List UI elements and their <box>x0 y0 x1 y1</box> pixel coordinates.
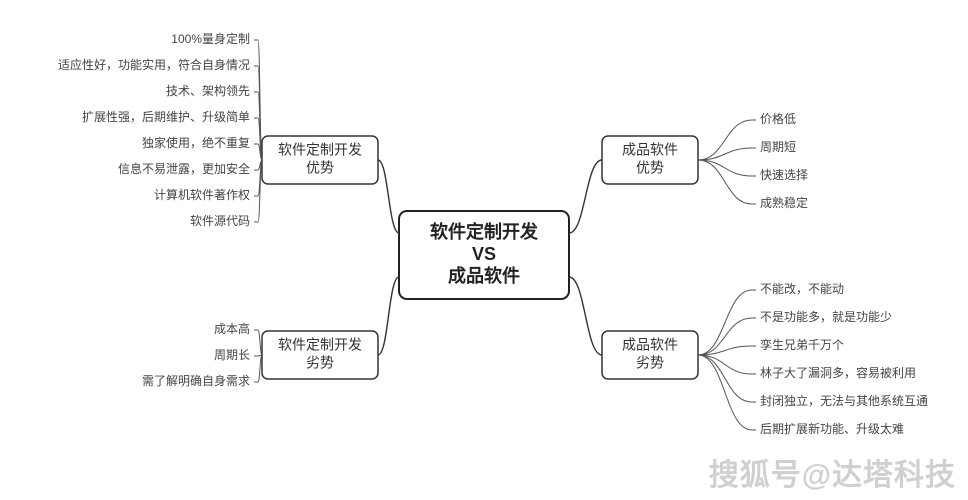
leaf-edge <box>698 290 752 355</box>
leaf-label: 后期扩展新功能、升级太难 <box>760 421 904 436</box>
center-label-line: 软件定制开发 <box>430 221 539 242</box>
branch-label: 软件定制开发 <box>278 142 362 158</box>
leaf-label: 林子大了漏洞多，容易被利用 <box>760 365 916 380</box>
branch-label: 劣势 <box>636 355 664 371</box>
leaf-label: 不是功能多，就是功能少 <box>760 310 892 324</box>
leaf-label: 需了解明确自身需求 <box>142 373 250 388</box>
leaf-label: 快速选择 <box>760 168 808 182</box>
leaf-label: 成熟稳定 <box>760 195 808 210</box>
center-branch-edge <box>378 277 399 355</box>
leaf-label: 周期短 <box>760 140 796 154</box>
leaf-label: 价格低 <box>760 111 796 126</box>
branch-label: 成品软件 <box>622 142 678 158</box>
center-branch-edge <box>378 160 399 233</box>
leaf-edge <box>698 160 752 204</box>
leaf-label: 扩展性强，后期维护、升级简单 <box>82 110 250 124</box>
leaf-label: 孪生兄弟千万个 <box>760 337 844 352</box>
leaf-label: 封闭独立，无法与其他系统互通 <box>760 393 928 408</box>
branch-label: 优势 <box>306 160 334 176</box>
leaf-label: 100%量身定制 <box>171 31 250 46</box>
leaf-label: 计算机软件著作权 <box>154 187 250 202</box>
leaf-label: 独家使用，绝不重复 <box>142 135 250 150</box>
leaf-edge <box>698 355 752 430</box>
branch-label: 优势 <box>636 160 664 176</box>
leaf-edge <box>698 355 752 402</box>
center-branch-edge <box>569 160 602 233</box>
leaf-label: 软件源代码 <box>190 214 250 228</box>
center-label-line: 成品软件 <box>448 265 520 286</box>
center-label-line: VS <box>472 244 496 264</box>
leaf-label: 周期长 <box>214 348 250 362</box>
branch-label: 成品软件 <box>622 337 678 353</box>
mindmap-svg: 软件定制开发VS成品软件软件定制开发优势100%量身定制适应性好，功能实用，符合… <box>0 0 968 500</box>
branch-label: 劣势 <box>306 355 334 371</box>
center-branch-edge <box>569 277 602 355</box>
leaf-edge <box>698 160 752 176</box>
leaf-label: 信息不易泄露，更加安全 <box>118 161 250 176</box>
branch-label: 软件定制开发 <box>278 337 362 353</box>
leaf-label: 技术、架构领先 <box>166 83 250 98</box>
leaf-label: 适应性好，功能实用，符合自身情况 <box>58 57 250 72</box>
leaf-label: 成本高 <box>214 321 250 336</box>
leaf-label: 不能改，不能动 <box>760 282 844 296</box>
